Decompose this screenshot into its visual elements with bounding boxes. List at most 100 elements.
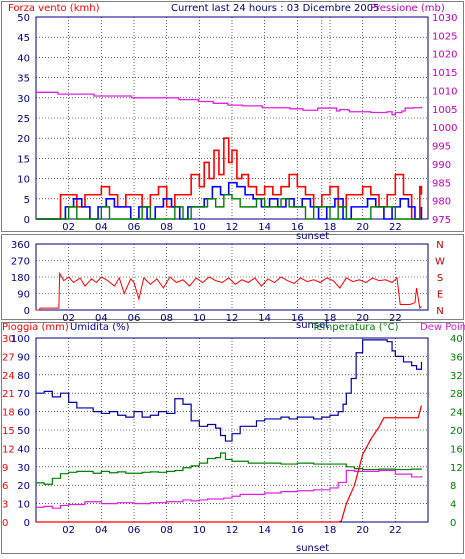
chart1-right-tick: 985 <box>432 178 451 189</box>
chart3-humidity-tick: 40 <box>17 444 30 455</box>
chart3-frame <box>1 322 464 554</box>
chart3-humidity-tick: 20 <box>17 481 30 492</box>
chart1-title: Current last 24 hours : 03 Dicembre 2005 <box>171 3 380 14</box>
chart1-x-tick: 20 <box>356 222 369 233</box>
chart3-rain-tick: 27 <box>2 352 15 363</box>
chart2-x-tick: 04 <box>95 313 108 324</box>
chart3-series-dew_point <box>36 469 423 509</box>
chart1-right-tick: 1020 <box>432 50 457 61</box>
chart3-temp-tick: 28 <box>450 389 463 400</box>
chart3-x-tick: 06 <box>128 525 141 536</box>
chart1-x-tick: 14 <box>258 222 271 233</box>
chart3-temp-tick: 40 <box>450 334 463 345</box>
chart2-frame <box>1 234 464 320</box>
chart2-series-wind-direction <box>36 271 422 311</box>
chart3-temp-tick: 36 <box>450 352 463 363</box>
chart1-left-tick: 40 <box>17 53 30 64</box>
chart2-right-tick: E <box>437 290 443 301</box>
chart2-plot-frame <box>35 243 429 311</box>
chart3-rain-tick: 30 <box>2 334 15 345</box>
chart3-x-tick: 14 <box>258 525 271 536</box>
chart3-temp-tick: 16 <box>450 444 463 455</box>
chart3-series-rain <box>36 405 423 523</box>
chart3-x-tick: 22 <box>389 525 402 536</box>
chart3-humidity-tick: 0 <box>24 518 30 529</box>
chart2-x-tick: 20 <box>356 313 369 324</box>
chart1-left-tick: 15 <box>17 154 30 165</box>
chart3-sunset-label: sunset <box>296 543 329 554</box>
chart2-left-tick: 270 <box>11 257 30 268</box>
chart3-temp-tick: 20 <box>450 426 463 437</box>
chart3-humidity-tick: 70 <box>17 389 30 400</box>
chart1-right-label: Pressione (mb) <box>370 3 445 14</box>
chart1-left-tick: 5 <box>24 195 30 206</box>
chart3-x-tick: 04 <box>95 525 108 536</box>
chart3-rain-tick: 6 <box>2 481 8 492</box>
chart1-left-tick: 25 <box>17 114 30 125</box>
chart2-left-tick: 0 <box>24 306 30 317</box>
chart3-rain-tick: 18 <box>2 408 15 419</box>
chart2-left-tick: 360 <box>11 240 30 251</box>
chart2-x-tick: 10 <box>193 313 206 324</box>
chart3-rain-tick: 9 <box>2 463 8 474</box>
chart3-humidity-label: Umidita (%) <box>70 322 130 333</box>
chart1-right-tick: 1030 <box>432 13 457 24</box>
chart2-x-tick: 06 <box>128 313 141 324</box>
chart3-temp-tick: 32 <box>450 371 463 382</box>
chart3-temp-tick: 8 <box>450 481 456 492</box>
chart3-series-humidity <box>36 339 423 442</box>
chart3-temp-tick: 0 <box>450 518 456 529</box>
chart3-rain-tick: 3 <box>2 500 8 511</box>
chart1-left-tick: 20 <box>17 134 30 145</box>
chart1-right-tick: 980 <box>432 197 451 208</box>
chart3-temp-label: Temperatura (°C) <box>311 322 399 333</box>
chart3-rain-tick: 0 <box>2 518 8 529</box>
chart3-temp-tick: 12 <box>450 463 463 474</box>
chart3-humidity-tick: 50 <box>17 426 30 437</box>
chart1-right-tick: 1000 <box>432 123 457 134</box>
chart1-right-tick: 1005 <box>432 105 457 116</box>
chart3-temp-tick: 4 <box>450 500 456 511</box>
chart3-humidity-tick: 100 <box>11 334 30 345</box>
chart3-dew-label: Dew Point <box>420 322 465 333</box>
chart1-x-tick: 02 <box>62 222 75 233</box>
chart2-x-tick: 22 <box>389 313 402 324</box>
chart2-right-tick: S <box>437 273 443 284</box>
chart3-x-tick: 02 <box>62 525 75 536</box>
chart1-left-tick: 35 <box>17 74 30 85</box>
chart3-rain-tick: 24 <box>2 371 15 382</box>
chart1-series-wind_min <box>36 194 422 220</box>
chart-marks: 0510152025303540455097598098599099510001… <box>2 13 463 536</box>
chart1-x-tick: 06 <box>128 222 141 233</box>
chart2-sunset-label: sunset <box>296 320 329 331</box>
chart2-x-tick: 08 <box>160 313 173 324</box>
chart2-left-tick: 180 <box>11 273 30 284</box>
chart1-right-tick: 1015 <box>432 68 457 79</box>
chart2-right-tick: N <box>436 306 443 317</box>
chart1-frame <box>1 1 464 232</box>
chart3-rain-tick: 15 <box>2 426 15 437</box>
chart3-humidity-tick: 30 <box>17 463 30 474</box>
chart2-x-tick: 16 <box>291 313 304 324</box>
chart3-humidity-tick: 90 <box>17 352 30 363</box>
chart1-right-tick: 1010 <box>432 86 457 97</box>
chart3-temp-tick: 24 <box>450 408 463 419</box>
chart1-right-tick: 1025 <box>432 31 457 42</box>
chart2-x-tick: 14 <box>258 313 271 324</box>
chart1-left-tick: 30 <box>17 94 30 105</box>
chart1-x-tick: 22 <box>389 222 402 233</box>
chart1-right-tick: 990 <box>432 160 451 171</box>
chart1-series-pressure <box>36 91 423 116</box>
chart1-x-tick: 18 <box>324 222 337 233</box>
chart1-x-tick: 04 <box>95 222 108 233</box>
chart1-x-tick: 08 <box>160 222 173 233</box>
chart2-right-tick: N <box>436 240 443 251</box>
chart3-rain-label: Pioggia (mm) <box>2 322 69 333</box>
chart2-x-tick: 02 <box>62 313 75 324</box>
chart2-x-tick: 18 <box>324 313 337 324</box>
chart3-humidity-tick: 80 <box>17 371 30 382</box>
chart1-plot-frame <box>35 16 429 220</box>
chart1-left-label: Forza vento (kmh) <box>8 3 100 14</box>
chart1-left-tick: 45 <box>17 33 30 44</box>
